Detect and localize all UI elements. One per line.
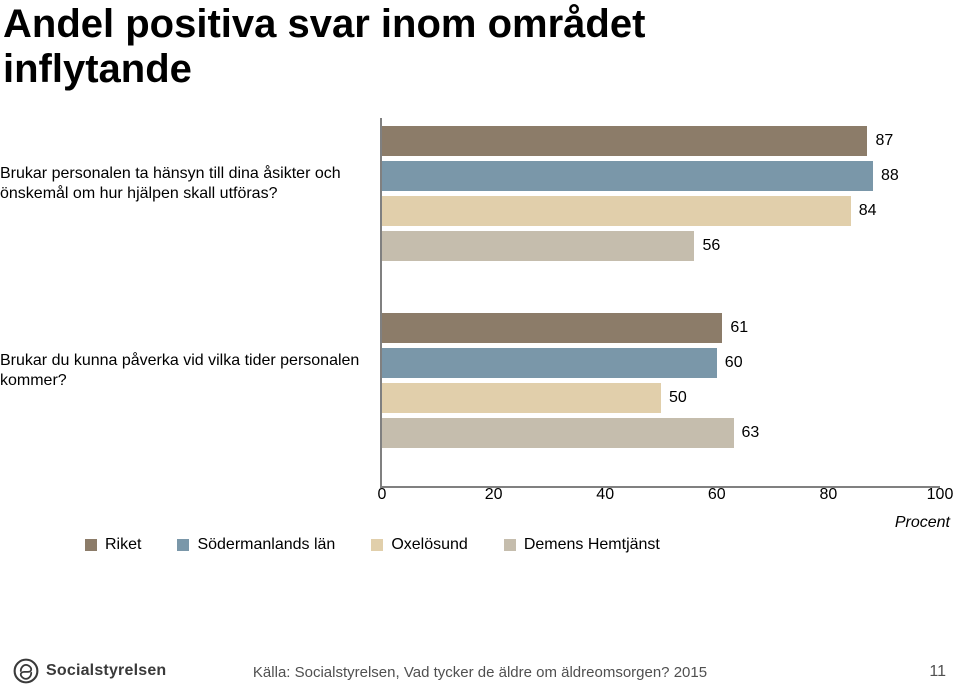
- title-line-1: Andel positiva svar inom området: [3, 2, 645, 46]
- legend-swatch: [177, 539, 189, 551]
- chart-x-axis: 020406080100: [382, 486, 940, 510]
- bar-value-label: 56: [702, 237, 720, 255]
- legend-swatch: [371, 539, 383, 551]
- source-text: Källa: Socialstyrelsen, Vad tycker de äl…: [253, 664, 707, 681]
- y-category-label: Brukar personalen ta hänsyn till dina ås…: [0, 164, 360, 204]
- x-tick: 60: [708, 486, 726, 504]
- legend-swatch: [504, 539, 516, 551]
- bar-value-label: 63: [742, 424, 760, 442]
- x-tick: 100: [927, 486, 954, 504]
- title-line-2: inflytande: [3, 47, 192, 91]
- bar-value-label: 61: [730, 319, 748, 337]
- chart-bar: [382, 196, 851, 226]
- chart: Brukar personalen ta hänsyn till dina ås…: [0, 118, 960, 488]
- chart-legend: Riket Södermanlands län Oxelösund Demens He…: [85, 536, 660, 554]
- logo-icon: [12, 657, 40, 685]
- legend-item: Demens Hemtjänst: [504, 536, 660, 554]
- bar-value-label: 60: [725, 354, 743, 372]
- legend-swatch: [85, 539, 97, 551]
- legend-label: Södermanlands län: [197, 536, 335, 554]
- legend-label: Oxelösund: [391, 536, 468, 554]
- legend-item: Södermanlands län: [177, 536, 335, 554]
- legend-item: Oxelösund: [371, 536, 468, 554]
- bar-value-label: 87: [875, 132, 893, 150]
- page-title: Andel positiva svar inom området inflyta…: [3, 2, 645, 92]
- logo: Socialstyrelsen: [12, 657, 166, 685]
- chart-bar: [382, 126, 867, 156]
- chart-bar: [382, 418, 734, 448]
- chart-bar: [382, 161, 873, 191]
- x-tick: 20: [485, 486, 503, 504]
- footer: Socialstyrelsen Källa: Socialstyrelsen, …: [0, 641, 960, 693]
- legend-item: Riket: [85, 536, 141, 554]
- bar-value-label: 50: [669, 389, 687, 407]
- bar-value-label: 88: [881, 167, 899, 185]
- logo-text: Socialstyrelsen: [46, 662, 166, 680]
- legend-label: Riket: [105, 536, 141, 554]
- chart-bar: [382, 383, 661, 413]
- x-tick: 0: [378, 486, 387, 504]
- y-category-label: Brukar du kunna påverka vid vilka tider …: [0, 351, 360, 391]
- chart-bar: [382, 313, 722, 343]
- chart-bar: [382, 348, 717, 378]
- legend-label: Demens Hemtjänst: [524, 536, 660, 554]
- x-axis-label: Procent: [895, 514, 950, 532]
- chart-y-labels: Brukar personalen ta hänsyn till dina ås…: [0, 118, 380, 488]
- page-number: 11: [929, 663, 946, 681]
- x-tick: 80: [819, 486, 837, 504]
- chart-bar: [382, 231, 694, 261]
- chart-plot-area: 8788845661605063 020406080100 Procent: [380, 118, 940, 488]
- bar-value-label: 84: [859, 202, 877, 220]
- x-tick: 40: [596, 486, 614, 504]
